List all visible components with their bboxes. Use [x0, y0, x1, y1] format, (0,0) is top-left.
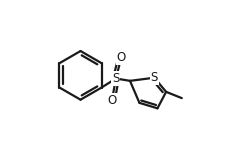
Text: S: S	[112, 72, 120, 85]
Text: O: O	[107, 94, 117, 107]
Text: S: S	[151, 71, 158, 84]
Text: O: O	[117, 51, 126, 64]
